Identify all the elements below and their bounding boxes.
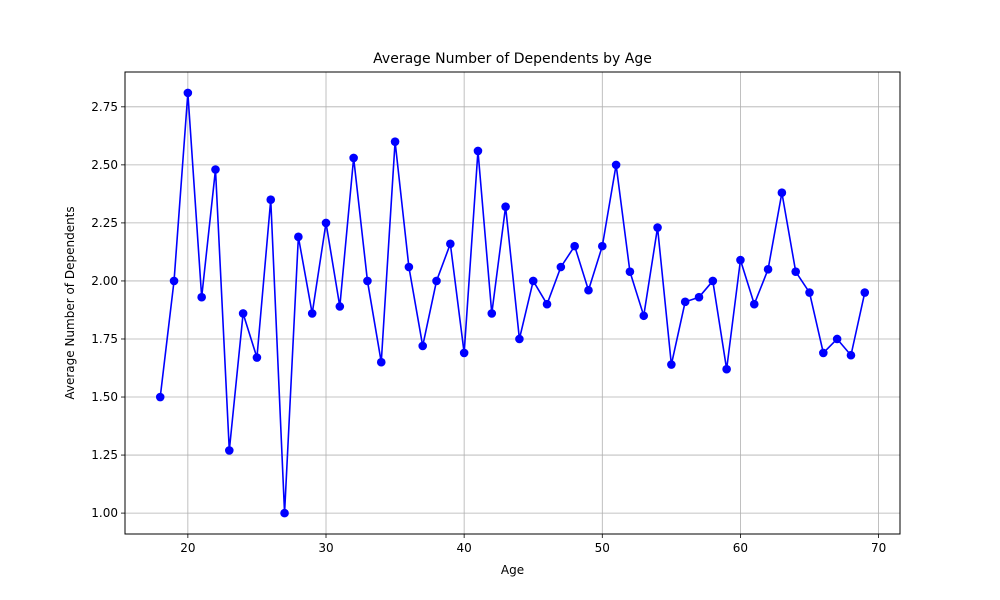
data-point — [238, 309, 248, 318]
data-point — [363, 276, 372, 286]
x-tick-label: 30 — [318, 541, 333, 555]
x-tick-label: 70 — [871, 541, 886, 555]
data-point — [225, 446, 234, 455]
y-tick-label: 2.75 — [91, 100, 118, 114]
data-point — [860, 288, 870, 297]
y-tick-label: 1.75 — [91, 332, 118, 346]
series-line — [159, 92, 866, 514]
data-point — [805, 288, 814, 297]
data-point — [846, 350, 856, 360]
data-point — [169, 276, 179, 286]
data-point — [625, 267, 635, 276]
y-tick-label: 1.25 — [91, 448, 118, 462]
data-point — [515, 334, 524, 344]
data-point — [418, 341, 428, 351]
data-point — [252, 353, 262, 362]
data-point — [832, 334, 842, 344]
plot-area — [125, 72, 900, 534]
data-point — [680, 297, 690, 307]
data-point — [736, 255, 745, 265]
data-point — [639, 311, 649, 321]
data-point — [211, 165, 220, 174]
data-point — [307, 309, 317, 318]
grid-lines — [125, 72, 900, 534]
y-tick-label: 1.00 — [91, 506, 118, 520]
data-point — [722, 364, 731, 374]
x-axis-label: Age — [501, 563, 524, 577]
data-point — [819, 348, 828, 358]
data-point — [280, 508, 289, 518]
data-point — [473, 146, 483, 156]
x-tick-label: 20 — [180, 541, 195, 555]
y-tick-label: 2.25 — [91, 216, 118, 230]
data-point — [556, 262, 566, 272]
data-point — [376, 357, 386, 367]
data-point — [335, 302, 345, 311]
data-point — [155, 392, 165, 402]
data-point — [667, 360, 676, 369]
data-point — [597, 241, 607, 251]
data-point — [501, 202, 510, 211]
data-point — [694, 292, 704, 302]
data-point — [611, 160, 621, 170]
x-tick-label: 50 — [595, 541, 610, 555]
chart-title: Average Number of Dependents by Age — [373, 51, 652, 67]
x-tick-label: 60 — [733, 541, 748, 555]
data-point — [487, 309, 497, 318]
data-point — [197, 292, 206, 302]
data-point — [570, 241, 579, 251]
data-point — [763, 265, 773, 274]
data-point — [542, 299, 552, 309]
data-point — [653, 223, 662, 232]
data-point — [708, 276, 718, 286]
y-axis-ticks: 1.00 1.25 1.50 1.75 2.00 2.25 2.50 2.75 — [91, 100, 125, 520]
data-point — [459, 348, 469, 358]
y-axis-label: Average Number of Dependents — [63, 206, 77, 399]
data-point — [584, 285, 593, 295]
data-point — [349, 153, 358, 163]
data-point — [404, 262, 414, 272]
data-point — [183, 88, 193, 98]
data-point — [777, 188, 787, 198]
data-point — [266, 195, 276, 204]
data-point — [791, 267, 800, 276]
y-tick-label: 2.00 — [91, 274, 118, 288]
data-point — [390, 137, 400, 146]
data-point — [432, 276, 441, 286]
series-layer — [155, 88, 870, 518]
plot-frame — [124, 71, 901, 535]
data-point — [294, 232, 303, 242]
y-tick-label: 1.50 — [91, 390, 118, 404]
x-tick-label: 40 — [457, 541, 472, 555]
data-point — [446, 239, 455, 249]
y-tick-label: 2.50 — [91, 158, 118, 172]
x-axis-ticks: 20 30 40 50 60 70 — [180, 534, 886, 555]
data-point — [749, 299, 759, 309]
data-point — [528, 276, 538, 286]
data-point — [321, 218, 331, 228]
